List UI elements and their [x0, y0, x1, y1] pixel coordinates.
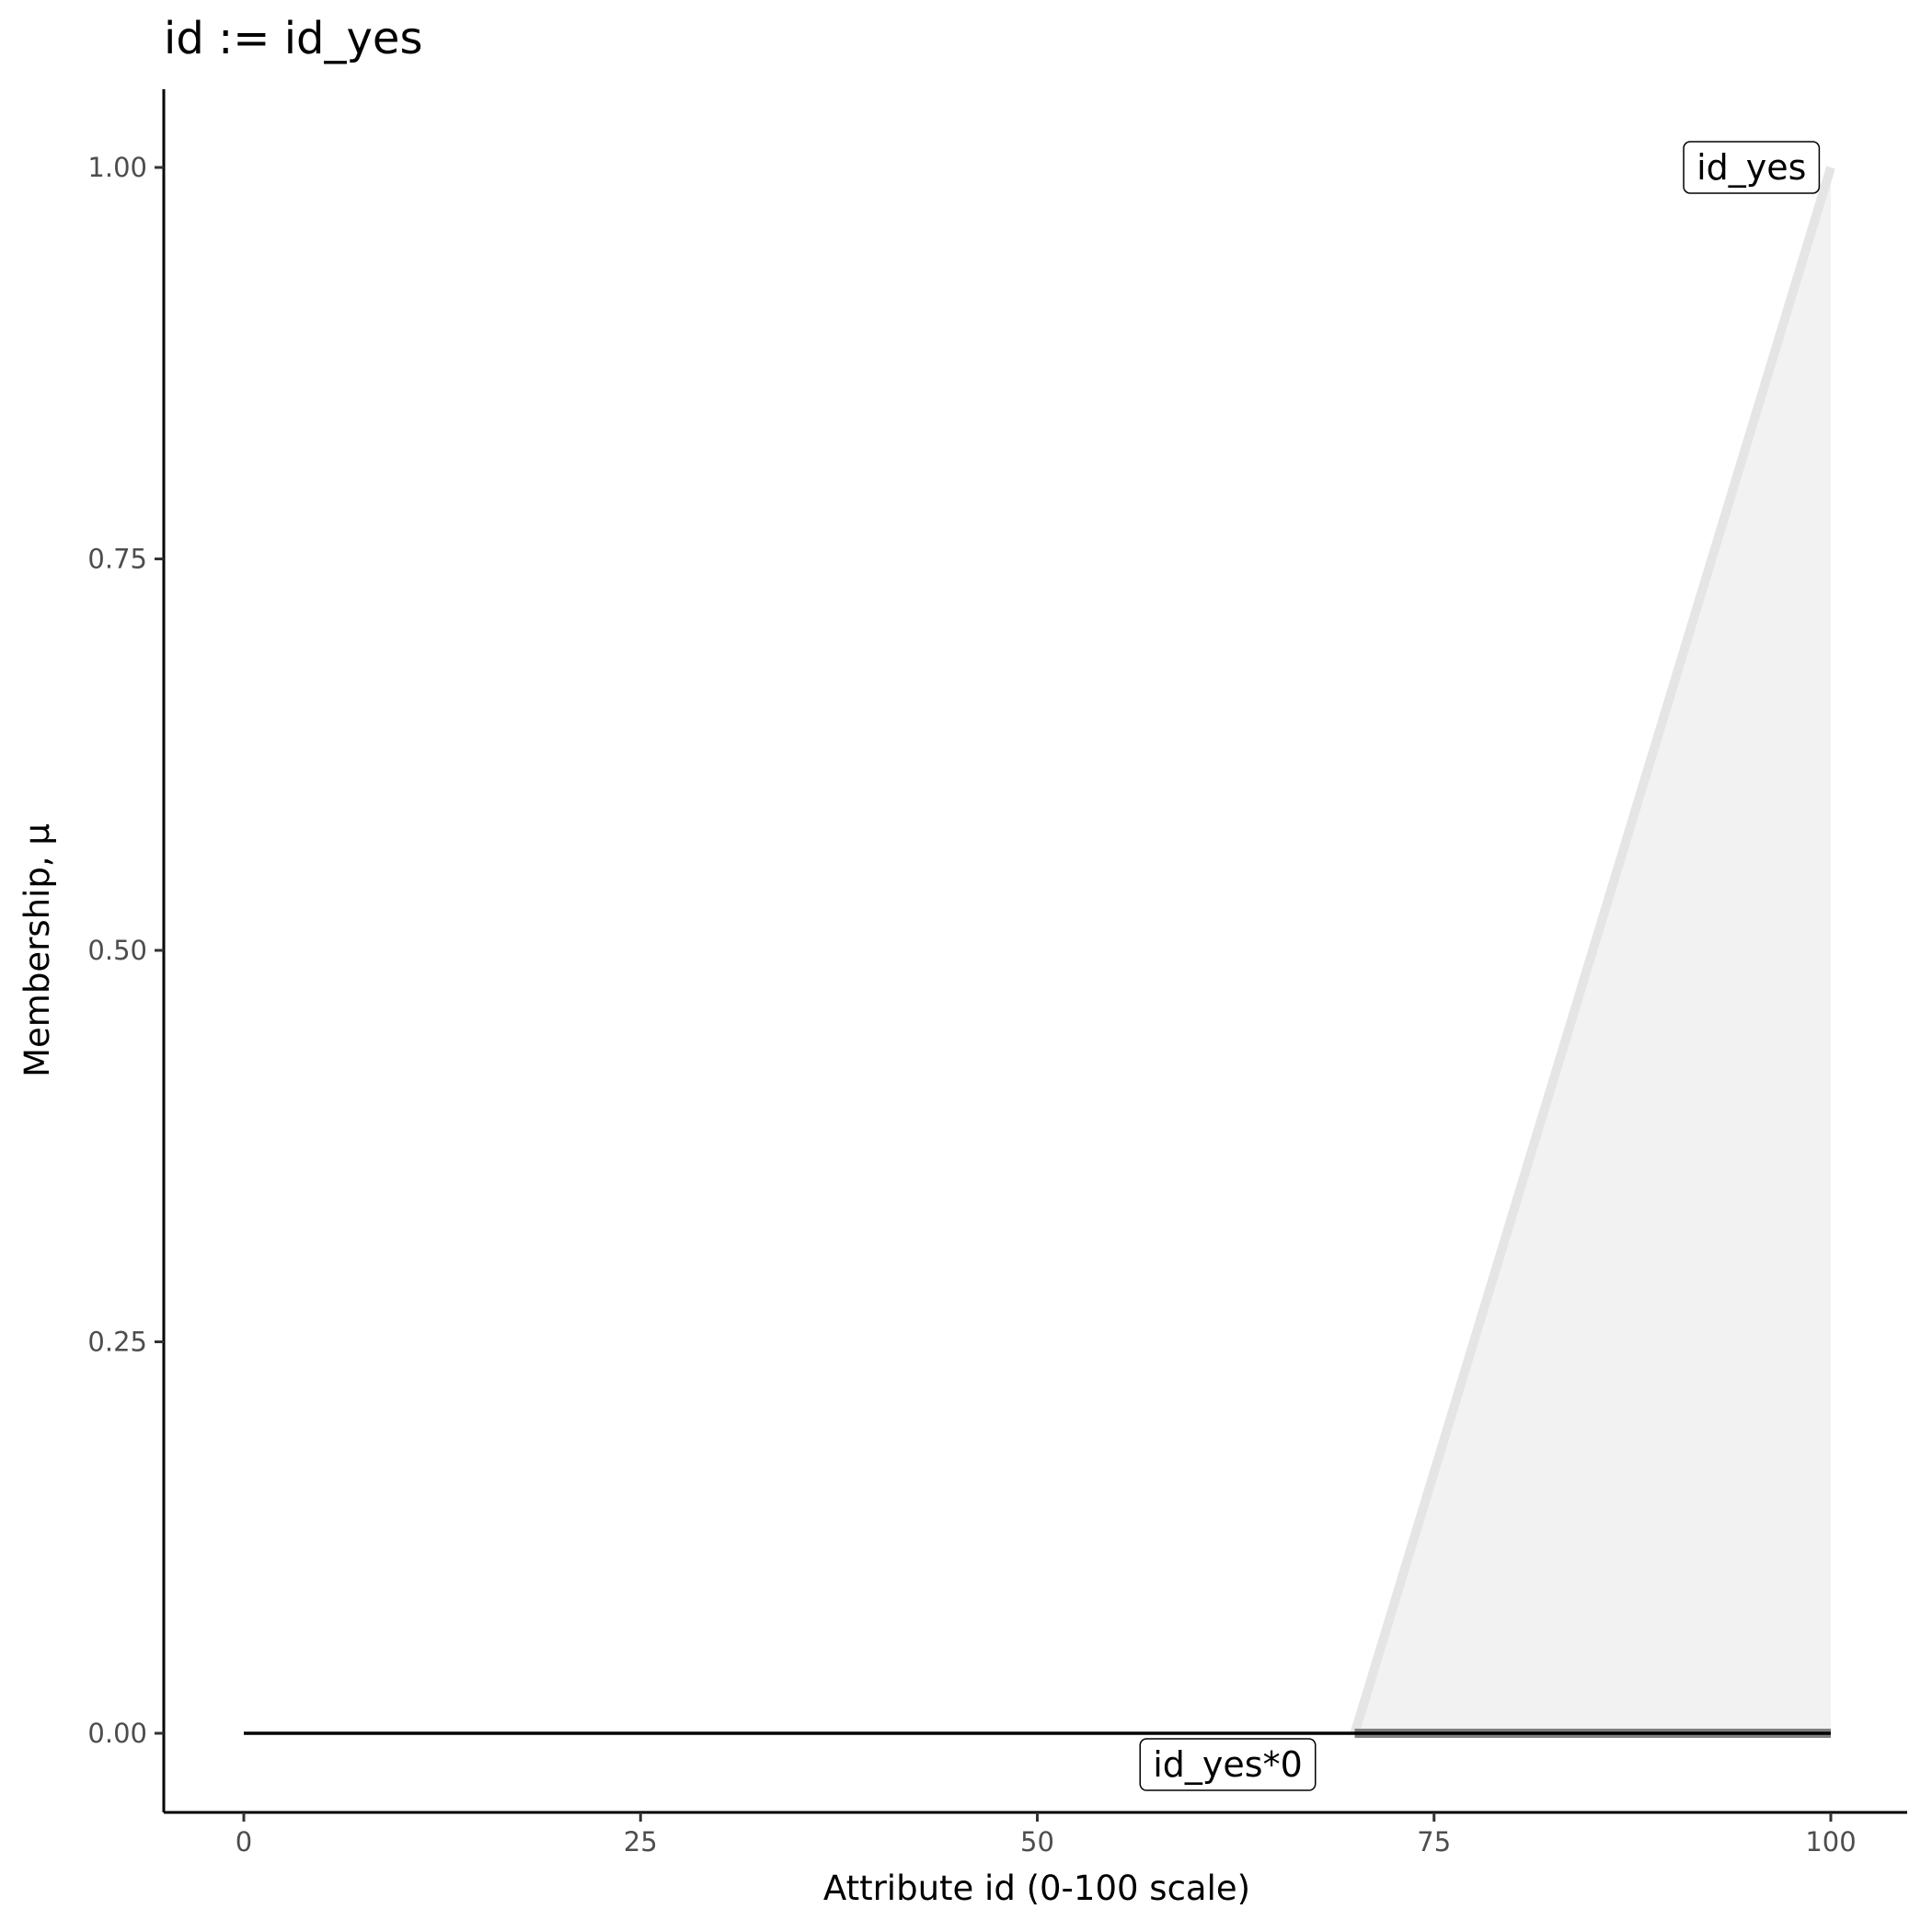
- x-tick-label: 50: [1020, 1826, 1054, 1857]
- x-tick-label: 100: [1805, 1826, 1856, 1857]
- series-label-text: id_yes*0: [1153, 1744, 1303, 1785]
- series-label: id_yes: [1683, 141, 1821, 194]
- id-yes-line: [1350, 166, 1835, 1735]
- y-tick-label: 0.75: [87, 544, 147, 575]
- y-tick-label: 1.00: [87, 152, 147, 183]
- x-tick-label: 0: [236, 1826, 252, 1857]
- y-tick-label: 0.25: [87, 1327, 147, 1358]
- x-tick-label: 75: [1417, 1826, 1451, 1857]
- x-axis-title: Attribute id (0-100 scale): [823, 1869, 1250, 1908]
- y-tick-label: 0.50: [87, 935, 147, 966]
- series-label-box: [1683, 141, 1821, 194]
- series-label-box: [1139, 1738, 1317, 1791]
- series-label-text: id_yes: [1696, 147, 1806, 188]
- y-tick-label: 0.00: [87, 1718, 147, 1749]
- x-tick-label: 25: [624, 1826, 658, 1857]
- plot-title: id := id_yes: [164, 13, 422, 64]
- y-axis-title: Membership, μ: [17, 823, 57, 1077]
- series-label: id_yes*0: [1139, 1738, 1317, 1791]
